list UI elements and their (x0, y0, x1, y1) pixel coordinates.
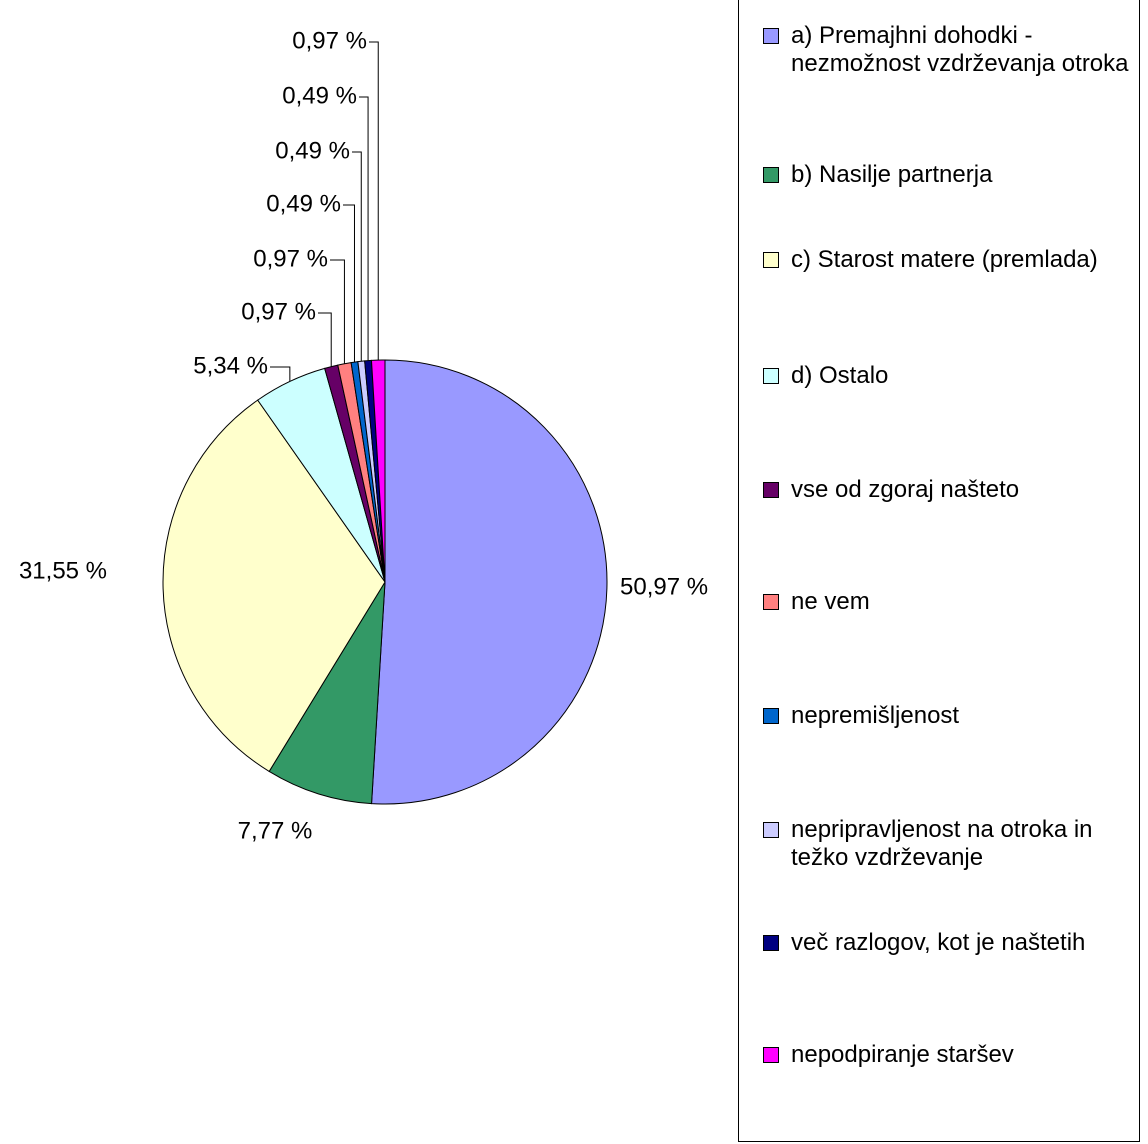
legend-label: nepripravljenost na otroka in težko vzdr… (791, 816, 1093, 871)
data-label: 0,49 % (282, 82, 357, 109)
pie-slice (268, 581, 386, 805)
legend-swatch (763, 708, 779, 724)
pie-slice (162, 399, 386, 773)
legend-swatch (763, 935, 779, 951)
legend-swatch (763, 167, 779, 183)
legend-label: a) Premajhni dohodki - nezmožnost vzdrže… (791, 22, 1129, 77)
leader-line (330, 259, 345, 364)
leader-line (318, 312, 332, 367)
legend-swatch (763, 594, 779, 610)
legend-label: vse od zgoraj našteto (791, 476, 1020, 503)
data-label: 5,34 % (193, 352, 268, 379)
legend-label: c) Starost matere (premlada) (791, 246, 1098, 273)
leader-line (270, 366, 291, 382)
data-label: 0,97 % (292, 27, 367, 54)
data-label: 31,55 % (19, 557, 107, 584)
leader-line (343, 204, 355, 363)
data-label: 0,97 % (253, 245, 328, 272)
leader-line (369, 41, 379, 361)
legend-swatch (763, 28, 779, 44)
leader-line (359, 96, 369, 361)
legend-swatch (763, 482, 779, 498)
chart: 50,97 % 7,77 % 31,55 % 5,34 % 0,97 % 0,97 % 0,… (19, 27, 708, 844)
legend-swatch (763, 1047, 779, 1063)
legend-swatch (763, 822, 779, 838)
legend-swatch (763, 252, 779, 268)
legend-label: b) Nasilje partnerja (791, 161, 993, 188)
data-label: 0,49 % (275, 137, 350, 164)
legend-label: ne vem (791, 588, 870, 615)
data-label: 0,97 % (241, 298, 316, 325)
data-label: 0,49 % (266, 190, 341, 217)
legend: a) Premajhni dohodki - nezmožnost vzdrže… (738, 0, 1140, 1142)
legend-label: nepremišljenost (791, 702, 960, 729)
pie-slice (371, 359, 608, 805)
legend-label: več razlogov, kot je naštetih (791, 929, 1086, 956)
legend-swatch (763, 368, 779, 384)
leader-line (352, 151, 362, 362)
data-label: 7,77 % (238, 817, 313, 844)
legend-label: d) Ostalo (791, 362, 889, 389)
legend-label: nepodpiranje staršev (791, 1041, 1014, 1068)
data-label: 50,97 % (620, 573, 708, 600)
